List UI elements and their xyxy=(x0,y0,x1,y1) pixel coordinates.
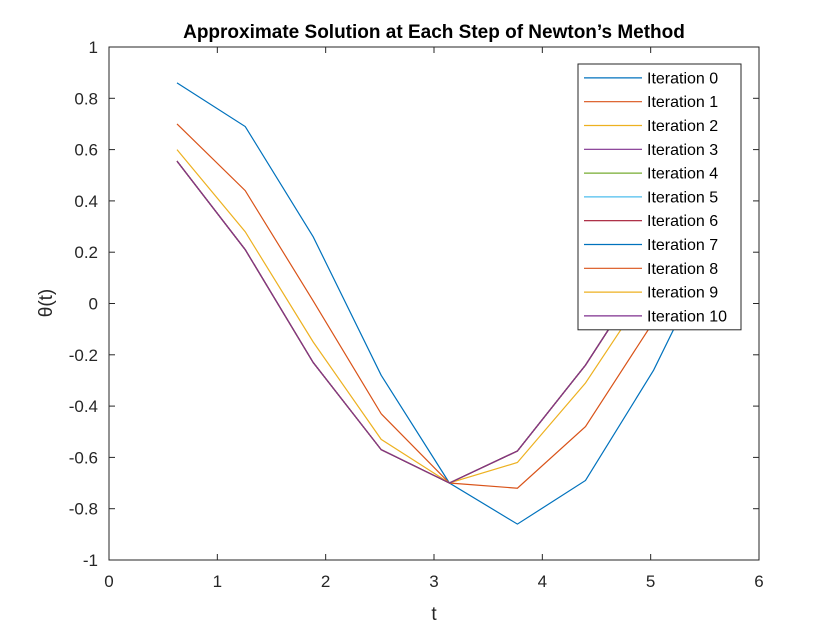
legend-label: Iteration 0 xyxy=(647,70,718,87)
x-tick-label: 5 xyxy=(646,572,655,591)
legend: Iteration 0 Iteration 1 Iteration 2 Iterati… xyxy=(577,63,742,331)
x-axis-label: t xyxy=(431,604,437,625)
y-tick-label: -0.2 xyxy=(69,346,98,365)
y-tick-label: -1 xyxy=(83,551,98,570)
y-tick-label: 0.6 xyxy=(74,141,98,160)
legend-label: Iteration 8 xyxy=(647,261,718,278)
x-tick-label: 6 xyxy=(754,572,763,591)
y-tick-label: 1 xyxy=(89,38,98,57)
y-tick-label: -0.4 xyxy=(69,397,98,416)
chart-title: Approximate Solution at Each Step of New… xyxy=(183,22,685,43)
legend-label: Iteration 9 xyxy=(647,285,718,302)
x-tick-label: 2 xyxy=(321,572,330,591)
legend-label: Iteration 2 xyxy=(647,118,718,135)
y-tick-label: 0.2 xyxy=(74,243,98,262)
x-tick-label: 0 xyxy=(104,572,113,591)
legend-label: Iteration 3 xyxy=(647,142,718,159)
axes-group: 0 1 2 3 4 5 6 -1 -0.8 -0.6 -0.4 -0.2 0 0.2 0.4 0.6 0.8 1 xyxy=(69,38,764,591)
legend-label: Iteration 4 xyxy=(647,166,718,183)
x-tick-label: 4 xyxy=(538,572,547,591)
y-tick-label: -0.6 xyxy=(69,448,98,467)
y-tick-label: -0.8 xyxy=(69,500,98,519)
x-tick-label: 1 xyxy=(213,572,222,591)
y-tick-label: 0.4 xyxy=(74,192,98,211)
y-tick-label: 0.8 xyxy=(74,89,98,108)
legend-label: Iteration 10 xyxy=(647,308,727,325)
legend-label: Iteration 1 xyxy=(647,94,718,111)
legend-label: Iteration 7 xyxy=(647,237,718,254)
legend-label: Iteration 5 xyxy=(647,189,718,206)
legend-label: Iteration 6 xyxy=(647,213,718,230)
y-axis-label: θ(t) xyxy=(36,289,57,318)
x-tick-label: 3 xyxy=(429,572,438,591)
y-tick-label: 0 xyxy=(89,295,98,314)
